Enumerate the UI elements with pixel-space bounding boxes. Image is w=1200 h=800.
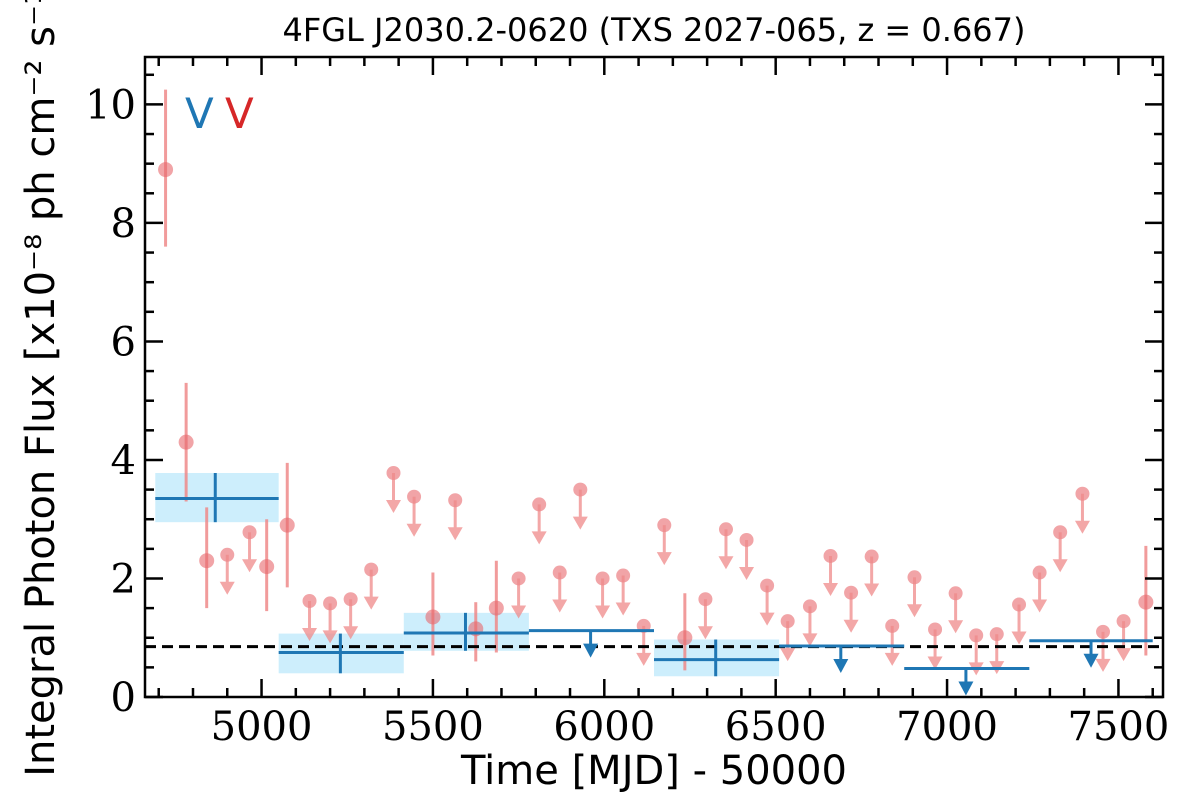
- plot-area: [145, 89, 1163, 696]
- y-tick-label: 8: [111, 201, 136, 247]
- short-bin-upper-limit-arrow: [697, 599, 713, 640]
- short-bin-upper-limit-arrow: [1011, 604, 1027, 645]
- short-bin-upper-limit-arrow: [302, 601, 318, 641]
- long-bin-upper-limit-arrow: [833, 646, 849, 674]
- short-bin-upper-limit-arrow: [759, 585, 775, 626]
- y-tick-label: 0: [111, 675, 136, 721]
- short-bin-upper-limit-arrow: [823, 555, 839, 596]
- legend-entry-blue: V: [185, 89, 214, 138]
- y-axis-title: Integral Photon Flux [x10⁻⁸ ph cm⁻² s⁻¹]: [18, 0, 64, 777]
- plot-frame: [143, 55, 1165, 699]
- short-bin-upper-limit-arrow: [343, 599, 359, 640]
- short-bin-upper-limit-arrow: [219, 554, 235, 595]
- short-bin-upper-limit-arrow: [511, 578, 527, 619]
- short-bin-upper-limit-arrow: [615, 575, 631, 616]
- x-tick-label: 7000: [896, 704, 998, 750]
- y-tick-label: 4: [111, 438, 136, 484]
- long-bin-upper-limit-arrow: [958, 668, 974, 696]
- short-bin-upper-limit-arrow: [802, 606, 818, 647]
- short-bin-point: [158, 162, 174, 178]
- short-bin-upper-limit-arrow: [322, 603, 338, 644]
- short-bin-upper-limit-arrow: [242, 532, 258, 573]
- short-bin-point: [425, 609, 441, 625]
- short-bin-point: [279, 517, 295, 533]
- short-bin-point: [259, 559, 275, 575]
- legend: V V: [185, 89, 254, 138]
- axes: 5000 5500 6000 6500 7000 7500 0 2 4 6 8 10: [85, 55, 1170, 750]
- chart-title: 4FGL J2030.2-0620 (TXS 2027-065, z = 0.6…: [282, 11, 1025, 49]
- short-bin-upper-limit-arrow: [363, 569, 379, 610]
- y-tick-label: 2: [111, 556, 136, 602]
- x-axis-title: Time [MJD] - 50000: [460, 748, 847, 794]
- short-bin-upper-limit-arrow: [386, 473, 402, 513]
- short-bin-upper-limit-arrow: [656, 525, 672, 566]
- short-bin-upper-limit-arrow: [864, 556, 880, 597]
- short-bin-upper-limit-arrow: [780, 621, 796, 662]
- short-bin-upper-limit-arrow: [739, 539, 755, 580]
- short-bin-point: [677, 630, 693, 646]
- short-bin-point: [1138, 594, 1154, 610]
- short-bin-point: [488, 600, 504, 616]
- long-bin-upper-limit-arrow: [1083, 640, 1099, 668]
- short-bin-point: [199, 553, 215, 569]
- short-bin-point: [178, 434, 194, 450]
- y-tick-label: 10: [85, 82, 136, 128]
- short-bin-upper-limit-arrow: [552, 572, 568, 613]
- short-bin-upper-limit-arrow: [1095, 631, 1111, 672]
- short-bin-upper-limit-arrow: [447, 500, 463, 541]
- short-bin-upper-limit-arrow: [948, 593, 964, 634]
- y-tick-label: 6: [111, 319, 136, 365]
- short-bin-upper-limit-arrow: [406, 496, 422, 537]
- x-tick-label: 6000: [553, 704, 655, 750]
- x-tick-label: 7500: [1068, 704, 1170, 750]
- short-bin-upper-limit-arrow: [906, 577, 922, 618]
- short-bin-upper-limit-arrow: [718, 529, 734, 570]
- short-bin-upper-limit-arrow: [1074, 493, 1090, 534]
- short-bin-upper-limit-arrow: [927, 629, 943, 670]
- short-bin-upper-limit-arrow: [595, 578, 611, 619]
- short-bin-upper-limit-arrow: [531, 504, 547, 545]
- x-tick-label: 6500: [725, 704, 827, 750]
- short-bin-upper-limit-arrow: [1052, 532, 1068, 573]
- x-tick-label: 5500: [382, 704, 484, 750]
- short-bin-upper-limit-arrow: [843, 592, 859, 633]
- x-tick-label: 5000: [211, 704, 313, 750]
- short-bin-upper-limit-arrow: [884, 625, 900, 666]
- long-bin-upper-limit-arrow: [583, 630, 599, 658]
- short-bin-upper-limit-arrow: [1032, 572, 1048, 613]
- short-bin-upper-limit-arrow: [572, 489, 588, 530]
- legend-entry-red: V: [225, 89, 254, 138]
